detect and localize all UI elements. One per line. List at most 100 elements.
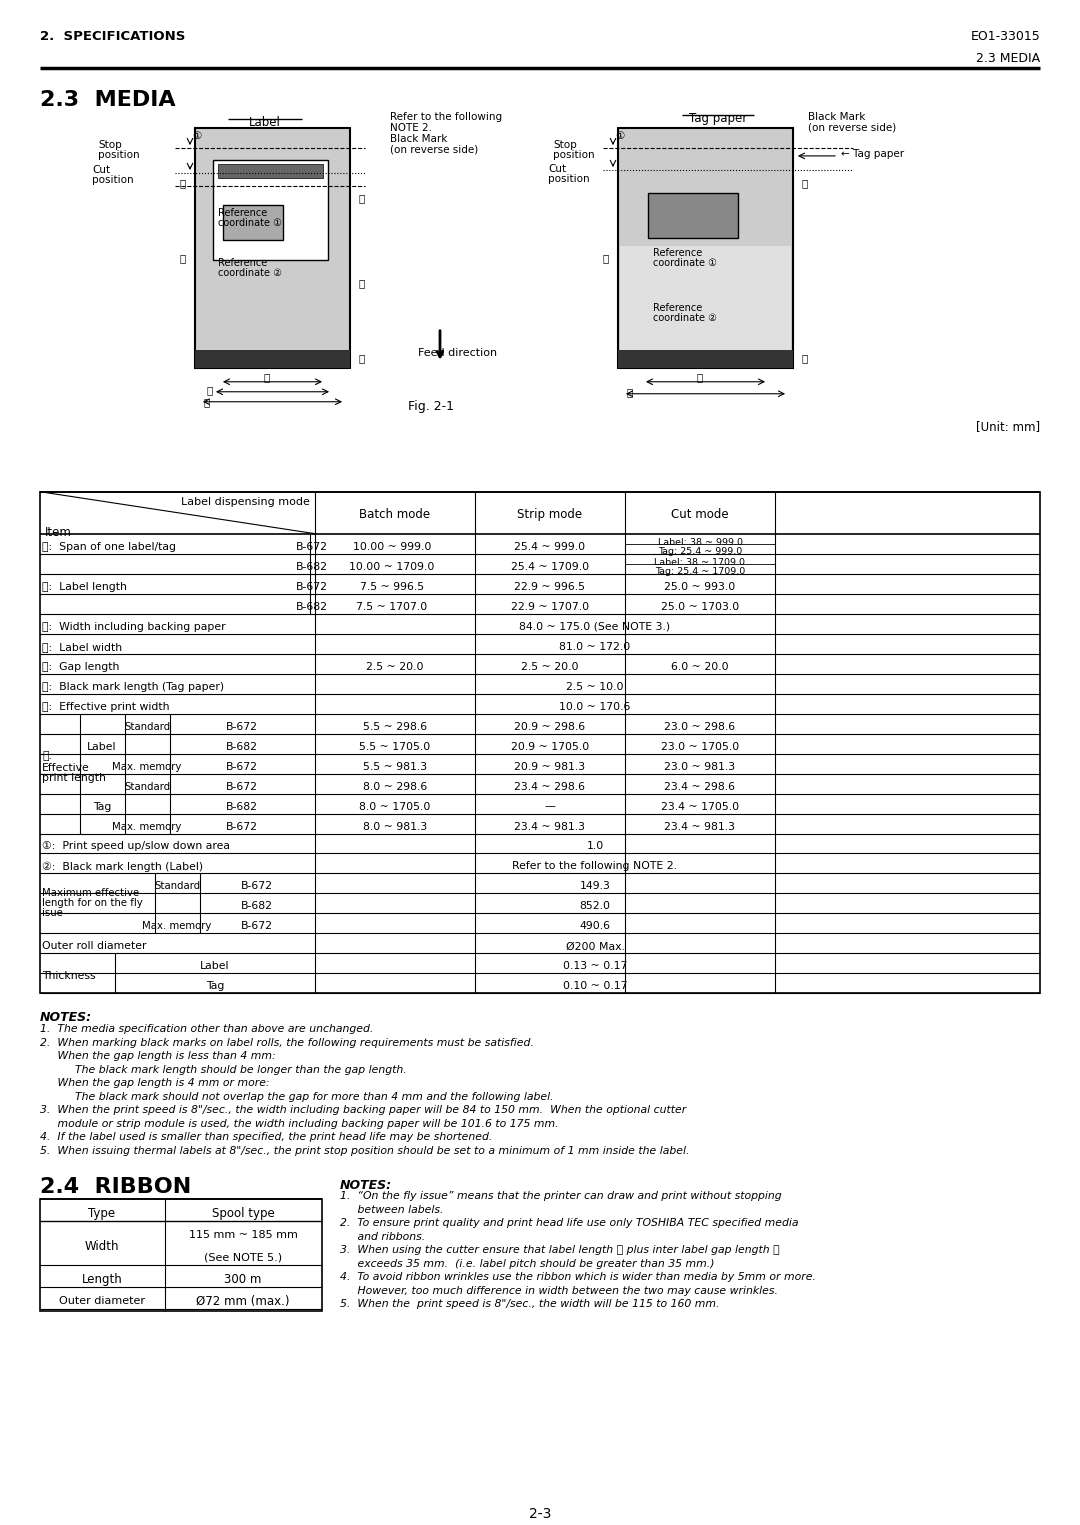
Text: Ⓒ: Ⓒ	[626, 387, 633, 397]
Text: 2.3  MEDIA: 2.3 MEDIA	[40, 90, 176, 110]
Text: Label: 38 ~ 999.0: Label: 38 ~ 999.0	[658, 538, 743, 546]
Text: 23.4 ~ 981.3: 23.4 ~ 981.3	[664, 822, 735, 831]
Text: Ⓗ: Ⓗ	[603, 253, 609, 262]
Text: 81.0 ~ 172.0: 81.0 ~ 172.0	[559, 642, 631, 651]
Text: 0.13 ~ 0.17: 0.13 ~ 0.17	[563, 961, 627, 971]
Text: (on reverse side): (on reverse side)	[390, 145, 478, 156]
Text: Label: Label	[200, 961, 230, 971]
Text: Ⓒ: Ⓒ	[204, 396, 211, 407]
Text: 7.5 ~ 1707.0: 7.5 ~ 1707.0	[356, 602, 428, 612]
Text: Ⓓ: Ⓓ	[207, 384, 213, 395]
Text: [Unit: mm]: [Unit: mm]	[976, 419, 1040, 433]
Text: B-672: B-672	[226, 822, 258, 831]
Text: Standard: Standard	[124, 721, 170, 732]
Text: 23.4 ~ 981.3: 23.4 ~ 981.3	[514, 822, 585, 831]
Text: Batch mode: Batch mode	[360, 508, 431, 522]
Text: 2.5 ~ 20.0: 2.5 ~ 20.0	[366, 662, 423, 671]
Text: Stop: Stop	[553, 140, 577, 149]
Text: —: —	[544, 802, 555, 811]
Text: 2.  To ensure print quality and print head life use only TOSHIBA TEC specified m: 2. To ensure print quality and print hea…	[340, 1218, 798, 1228]
Text: B-672: B-672	[226, 721, 258, 732]
Text: Ⓑ: Ⓑ	[359, 278, 365, 288]
Text: Maximum effective: Maximum effective	[42, 889, 139, 898]
Text: 23.4 ~ 298.6: 23.4 ~ 298.6	[664, 781, 735, 791]
Text: 3.  When the print speed is 8"/sec., the width including backing paper will be 8: 3. When the print speed is 8"/sec., the …	[40, 1106, 686, 1115]
Text: Length: Length	[82, 1273, 122, 1286]
Text: position: position	[548, 174, 590, 185]
Text: 23.4 ~ 1705.0: 23.4 ~ 1705.0	[661, 802, 739, 811]
Text: Effective: Effective	[42, 762, 90, 773]
Text: and ribbons.: and ribbons.	[340, 1232, 426, 1241]
Text: 20.9 ~ 981.3: 20.9 ~ 981.3	[514, 761, 585, 772]
Text: Max. memory: Max. memory	[143, 921, 212, 932]
Text: coordinate ②: coordinate ②	[653, 313, 717, 323]
Text: 1.  “On the fly issue” means that the printer can draw and print without stoppin: 1. “On the fly issue” means that the pri…	[340, 1191, 782, 1202]
Text: 8.0 ~ 981.3: 8.0 ~ 981.3	[363, 822, 427, 831]
Text: However, too much difference in width between the two may cause wrinkles.: However, too much difference in width be…	[340, 1286, 778, 1296]
Text: 23.0 ~ 981.3: 23.0 ~ 981.3	[664, 761, 735, 772]
Text: module or strip module is used, the width including backing paper will be 101.6 : module or strip module is used, the widt…	[40, 1119, 558, 1128]
Text: Feed direction: Feed direction	[418, 348, 497, 358]
Text: Ⓙ: Ⓙ	[180, 178, 186, 188]
Text: Reference: Reference	[218, 207, 267, 218]
Text: 25.4 ~ 999.0: 25.4 ~ 999.0	[514, 541, 585, 552]
Text: Reference: Reference	[653, 303, 702, 313]
Text: B-682: B-682	[226, 802, 258, 811]
Text: length for on the fly: length for on the fly	[42, 898, 143, 909]
Text: Reference: Reference	[218, 258, 267, 268]
Text: The black mark should not overlap the gap for more than 4 mm and the following l: The black mark should not overlap the ga…	[40, 1092, 554, 1103]
Text: 25.4 ~ 1709.0: 25.4 ~ 1709.0	[511, 561, 589, 572]
Text: 2.  SPECIFICATIONS: 2. SPECIFICATIONS	[40, 30, 186, 43]
Text: Max. memory: Max. memory	[112, 822, 181, 831]
Text: 8.0 ~ 298.6: 8.0 ~ 298.6	[363, 781, 427, 791]
Text: 1.0: 1.0	[586, 842, 604, 851]
Text: Ⓗ:: Ⓗ:	[42, 750, 52, 761]
Text: 23.4 ~ 298.6: 23.4 ~ 298.6	[514, 781, 585, 791]
Bar	[618, 128, 793, 368]
Text: coordinate ①: coordinate ①	[653, 258, 717, 268]
Text: Ⓔ: Ⓔ	[359, 192, 365, 203]
Text: 20.9 ~ 298.6: 20.9 ~ 298.6	[514, 721, 585, 732]
Text: Label: 38 ~ 1709.0: Label: 38 ~ 1709.0	[654, 558, 745, 567]
Text: 2-3: 2-3	[529, 1507, 551, 1520]
Text: ← Tag paper: ← Tag paper	[841, 149, 904, 159]
Text: The black mark length should be longer than the gap length.: The black mark length should be longer t…	[40, 1064, 407, 1075]
Text: B-672: B-672	[241, 881, 273, 892]
Text: Ⓖ: Ⓖ	[264, 372, 270, 381]
Text: Ⓕ: Ⓕ	[801, 178, 808, 188]
Text: 4.  To avoid ribbon wrinkles use the ribbon which is wider than media by 5mm or : 4. To avoid ribbon wrinkles use the ribb…	[340, 1272, 816, 1283]
Text: 5.5 ~ 298.6: 5.5 ~ 298.6	[363, 721, 427, 732]
Text: Label dispensing mode: Label dispensing mode	[181, 497, 310, 506]
Bar	[620, 246, 791, 366]
Text: Tag paper: Tag paper	[689, 111, 747, 125]
Text: 84.0 ~ 175.0 (See NOTE 3.): 84.0 ~ 175.0 (See NOTE 3.)	[519, 622, 671, 631]
Text: 1.  The media specification other than above are unchanged.: 1. The media specification other than ab…	[40, 1025, 374, 1034]
Text: Tag: 25.4 ~ 999.0: Tag: 25.4 ~ 999.0	[658, 546, 742, 555]
Text: Ⓓ:  Label width: Ⓓ: Label width	[42, 642, 122, 651]
Text: Tag: Tag	[206, 982, 225, 991]
Text: 6.0 ~ 20.0: 6.0 ~ 20.0	[671, 662, 729, 671]
Text: ①: ①	[192, 131, 202, 140]
Text: 23.0 ~ 298.6: 23.0 ~ 298.6	[664, 721, 735, 732]
Text: Ø200 Max.: Ø200 Max.	[566, 941, 624, 952]
Bar	[195, 349, 350, 368]
Text: coordinate ②: coordinate ②	[218, 268, 282, 278]
Bar	[222, 204, 283, 239]
Text: exceeds 35 mm.  (i.e. label pitch should be greater than 35 mm.): exceeds 35 mm. (i.e. label pitch should …	[340, 1258, 715, 1269]
Text: Fig. 2-1: Fig. 2-1	[408, 400, 454, 413]
Text: 115 mm ~ 185 mm: 115 mm ~ 185 mm	[189, 1231, 297, 1240]
Text: Label: Label	[87, 741, 117, 752]
Text: (See NOTE 5.): (See NOTE 5.)	[204, 1252, 282, 1263]
Bar	[648, 192, 738, 238]
Text: Item: Item	[45, 526, 72, 538]
Bar	[40, 1199, 322, 1312]
Text: 10.0 ~ 170.6: 10.0 ~ 170.6	[559, 702, 631, 712]
Text: Refer to the following: Refer to the following	[390, 111, 502, 122]
Bar	[618, 349, 793, 368]
Text: Ⓑ:  Label length: Ⓑ: Label length	[42, 581, 126, 592]
Text: print length: print length	[42, 773, 106, 782]
Text: B-672: B-672	[226, 761, 258, 772]
Text: Ⓔ:  Gap length: Ⓔ: Gap length	[42, 662, 120, 671]
Bar	[40, 491, 1040, 993]
Text: B-682: B-682	[241, 901, 273, 912]
